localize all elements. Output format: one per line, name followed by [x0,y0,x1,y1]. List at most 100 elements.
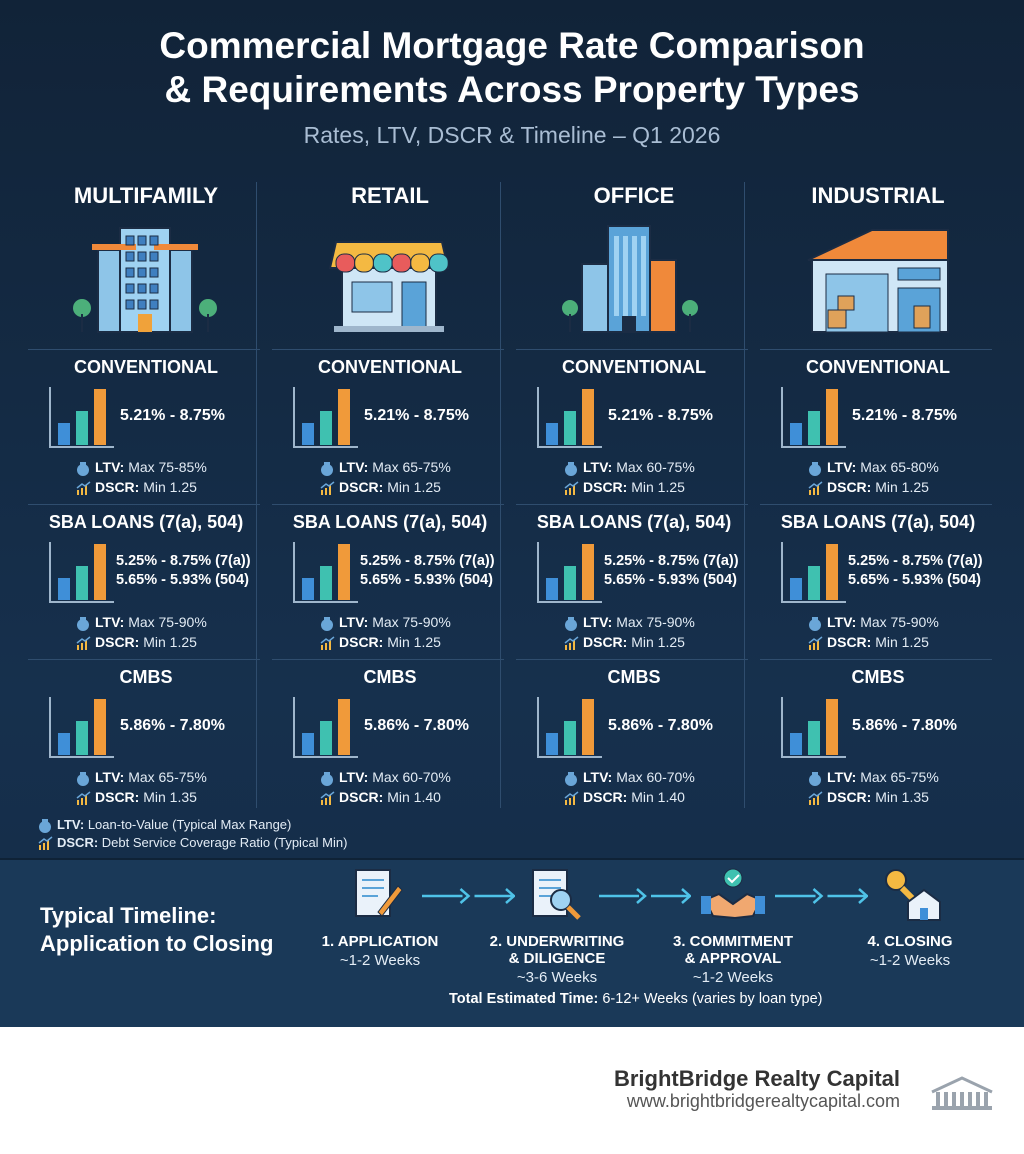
ltv-line-label: LTV: [827,769,857,785]
dscr-line-icon [808,791,823,805]
step-icon [532,869,581,920]
property-icon [562,225,698,333]
separator [760,349,992,350]
loan-name: CMBS [363,667,417,687]
separator [516,349,748,350]
separator [272,504,504,505]
ltv-line: LTV: Max 60-70% [583,769,695,785]
separator [272,349,504,350]
dscr-line-value: Min 1.25 [631,479,685,495]
dscr-line-label: DSCR: [339,789,384,805]
dscr-line: DSCR: Min 1.35 [827,789,929,805]
step-duration: ~3-6 Weeks [516,969,598,986]
step-icon [885,869,941,921]
loan-name: SBA LOANS (7(a), 504) [780,512,976,532]
ltv-line-icon [321,462,333,476]
column-name: MULTIFAMILY [73,183,219,208]
legend-icon [39,819,51,833]
ltv-line-value: Max 60-70% [616,769,695,785]
step-duration: ~1-2 Weeks [692,969,774,986]
ltv-line-icon [565,617,577,631]
rate-range: 5.25% - 8.75% (7(a)) [848,553,983,569]
dscr-line: DSCR: Min 1.25 [339,634,441,650]
rate-range: 5.65% - 5.93% (504) [360,572,493,588]
ltv-line-label: LTV: [339,614,369,630]
separator [760,659,992,660]
dscr-line-value: Min 1.35 [875,789,929,805]
ltv-line-label: LTV: [95,769,125,785]
dscr-line-label: DSCR: [95,634,140,650]
rate-range: 5.86% - 7.80% [364,717,469,734]
ltv-line: LTV: Max 65-80% [827,459,939,475]
dscr-line-value: Min 1.25 [875,634,929,650]
mini-chart [537,387,602,448]
mini-chart [781,387,846,448]
rate-range: 5.21% - 8.75% [852,407,957,424]
loan-name: CMBS [607,667,661,687]
step-icon [701,868,765,920]
dscr-line-value: Min 1.35 [143,789,197,805]
timeline-arrow [775,888,868,904]
rate-range: 5.65% - 5.93% (504) [848,572,981,588]
ltv-line-label: LTV: [339,459,369,475]
column-divider [500,182,501,808]
ltv-line-label: LTV: [827,459,857,475]
rate-range: 5.25% - 8.75% (7(a)) [116,553,251,569]
dscr-line-value: Min 1.25 [631,634,685,650]
loan-name: SBA LOANS (7(a), 504) [536,512,732,532]
column-divider [256,182,257,808]
separator [28,659,260,660]
ltv-line: LTV: Max 75-90% [827,614,939,630]
ltv-line-label: LTV: [95,459,125,475]
ltv-line-icon [321,772,333,786]
dscr-line: DSCR: Min 1.25 [95,634,197,650]
ltv-line-label: LTV: [95,614,125,630]
ltv-line-label: LTV: [827,614,857,630]
title-line: Commercial Mortgage Rate Comparison [159,25,865,66]
ltv-line-icon [77,617,89,631]
ltv-line: LTV: Max 75-85% [95,459,207,475]
dscr-line-icon [76,791,91,805]
step-icon [355,869,403,917]
rate-range: 5.25% - 8.75% (7(a)) [360,553,495,569]
total-label: Total Estimated Time: [449,991,599,1007]
dscr-line-icon [564,636,579,650]
dscr-line-label: DSCR: [339,479,384,495]
ltv-line: LTV: Max 60-70% [339,769,451,785]
timeline-arrow [599,888,691,904]
dscr-line-label: DSCR: [339,634,384,650]
ltv-line-value: Max 65-75% [372,459,451,475]
timeline-arrow [422,888,515,904]
property-icon [807,229,949,333]
legend-entry: DSCR: Debt Service Coverage Ratio (Typic… [57,835,347,850]
loan-name: CMBS [119,667,173,687]
ltv-line-icon [77,772,89,786]
legend-label: DSCR: [57,835,99,850]
dscr-line-icon [564,791,579,805]
total-text: 6-12+ Weeks (varies by loan type) [602,991,823,1007]
dscr-line-label: DSCR: [583,789,628,805]
timeline-heading: Application to Closing [40,931,274,956]
ltv-line-icon [77,462,89,476]
company-logo [931,1076,993,1110]
ltv-line-value: Max 65-80% [860,459,939,475]
ltv-line-icon [809,772,821,786]
ltv-line-value: Max 75-90% [128,614,207,630]
ltv-line-icon [809,462,821,476]
dscr-line-label: DSCR: [827,479,872,495]
ltv-line: LTV: Max 65-75% [827,769,939,785]
loan-name: SBA LOANS (7(a), 504) [292,512,488,532]
dscr-line: DSCR: Min 1.40 [339,789,441,805]
mini-chart [49,387,114,448]
ltv-line: LTV: Max 75-90% [583,614,695,630]
step-title: 3. COMMITMENT [673,933,793,950]
ltv-line-value: Max 75-90% [372,614,451,630]
ltv-line-value: Max 60-75% [616,459,695,475]
separator [272,659,504,660]
separator [760,504,992,505]
loan-name: CONVENTIONAL [318,357,462,377]
dscr-line-label: DSCR: [95,789,140,805]
loan-name: CONVENTIONAL [562,357,706,377]
rate-range: 5.21% - 8.75% [364,407,469,424]
mini-chart [781,542,846,603]
